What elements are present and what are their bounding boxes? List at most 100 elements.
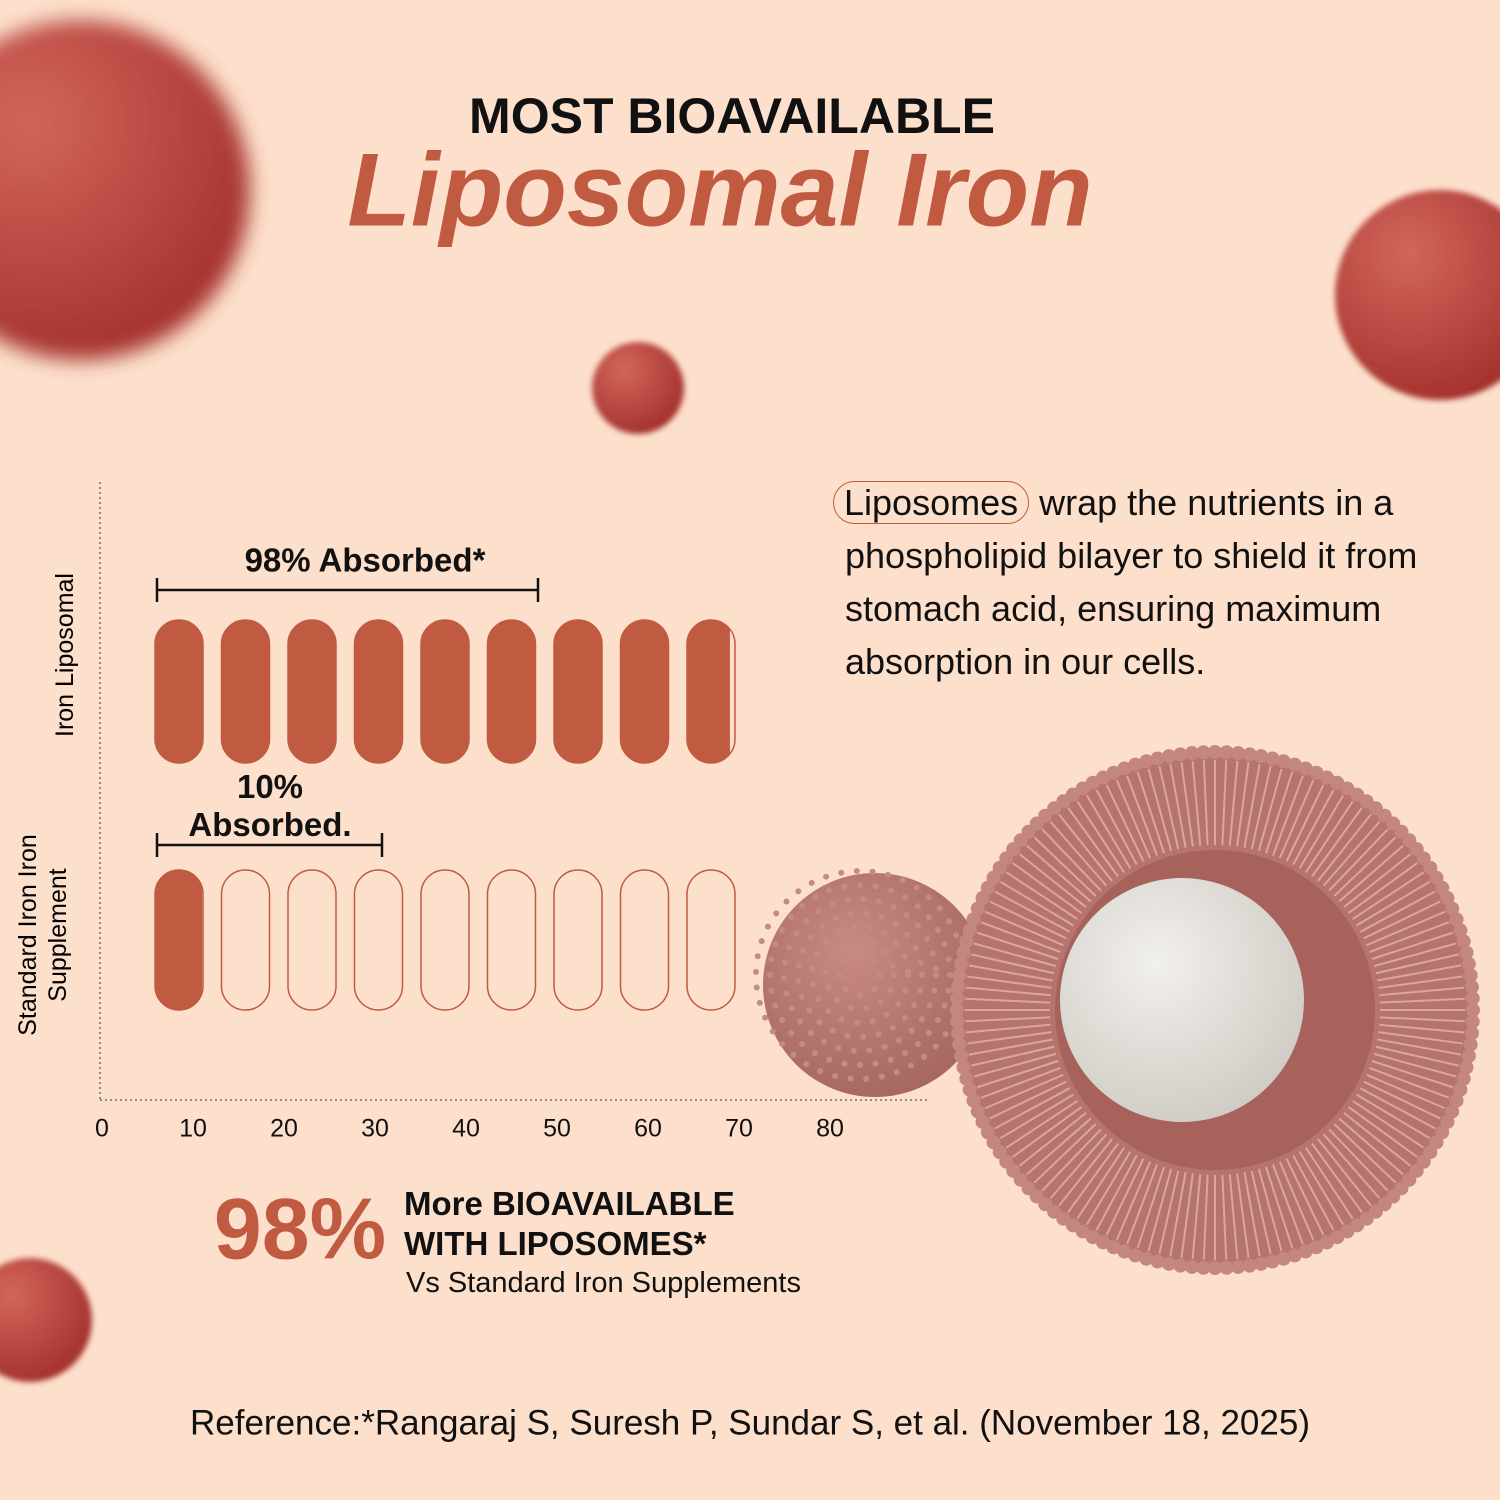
lipid (1317, 1138, 1372, 1207)
lipid-head (1330, 1230, 1345, 1245)
description: Liposomes wrap the nutrients in a phosph… (833, 476, 1465, 688)
bead (799, 1040, 806, 1047)
lipid (973, 942, 1057, 968)
lipid-head (1453, 1082, 1468, 1097)
pill-fill (288, 870, 336, 1010)
lipid (1180, 762, 1194, 847)
bead (945, 956, 952, 963)
chart: 0 10 20 30 40 50 60 70 80 98% Absorbed* (95, 542, 844, 1143)
lipid-head (1298, 1244, 1313, 1259)
stat-figure: 98% (214, 1182, 386, 1278)
x-tick-label: 80 (816, 1115, 844, 1143)
bead (904, 931, 911, 938)
bead (853, 938, 860, 945)
lipid-head (1461, 956, 1476, 971)
bead (782, 959, 789, 966)
lipid-head (1242, 1258, 1257, 1273)
bead (850, 1047, 857, 1054)
bead (895, 1037, 902, 1044)
bead (762, 1014, 769, 1021)
bead (866, 1047, 873, 1054)
lipid-head (1231, 746, 1246, 761)
lipid-head (1464, 979, 1479, 994)
bead (936, 905, 943, 912)
lipid-head (950, 991, 965, 1006)
lipid (994, 890, 1071, 933)
bead (832, 1072, 839, 1079)
bead (769, 1028, 776, 1035)
bead (893, 1069, 900, 1076)
pill-outline (220, 619, 271, 764)
lipid-head (1459, 1060, 1474, 1075)
bead (942, 1031, 949, 1038)
lipid (1369, 1067, 1450, 1099)
lipid-head (962, 1082, 977, 1097)
pill-outline (353, 619, 404, 764)
decoration (0, 20, 1500, 1382)
bead (837, 972, 843, 978)
lipid (1236, 1173, 1250, 1258)
lipid (1328, 828, 1389, 892)
bead (878, 1073, 885, 1080)
lipid-head (1461, 1049, 1476, 1064)
lipid-head (1466, 1003, 1480, 1017)
lipid-head (959, 934, 974, 949)
lipid-head (1196, 1260, 1211, 1275)
bead (934, 927, 941, 933)
bead (947, 972, 953, 978)
lipid (1126, 1164, 1158, 1245)
bead (847, 1004, 854, 1011)
lipid-head (954, 1049, 969, 1064)
lipid-head (1173, 747, 1188, 762)
bead (887, 1056, 894, 1063)
bead (758, 938, 765, 945)
lipid (965, 997, 1051, 1004)
lipid-head (951, 979, 966, 994)
lipid (1105, 1158, 1145, 1236)
bead (853, 868, 860, 875)
bead (847, 910, 854, 917)
lipid (1285, 1158, 1325, 1236)
lipid (1115, 1161, 1152, 1241)
lipid (994, 1087, 1071, 1130)
bead (869, 868, 876, 875)
bead (890, 903, 897, 910)
bar (155, 870, 336, 1010)
lipid (1169, 763, 1187, 848)
bead (781, 975, 788, 982)
bead (793, 930, 800, 937)
lipid (1095, 1154, 1138, 1231)
lipid-head (1319, 770, 1334, 785)
bead (797, 1018, 804, 1025)
bead (912, 944, 919, 951)
lipid-head (975, 1114, 990, 1129)
lipid (1371, 1060, 1454, 1089)
bead (815, 996, 822, 1002)
bead (768, 956, 775, 963)
bead (823, 968, 830, 975)
bead (826, 1056, 833, 1063)
x-tick-label: 10 (179, 1115, 207, 1143)
bead (795, 962, 802, 969)
lipid-head (1440, 891, 1455, 906)
bead (809, 981, 816, 988)
lipid-head (1440, 1114, 1455, 1129)
bead (783, 990, 790, 997)
lipid-head (966, 1093, 981, 1108)
bead (832, 915, 839, 922)
lipid-head (1287, 757, 1302, 772)
category-label: Iron Liposomal (51, 573, 79, 737)
x-tick-label: 40 (452, 1115, 480, 1143)
lipid-head (1106, 765, 1121, 780)
lipid-head (1456, 1071, 1471, 1086)
lipid (1311, 807, 1363, 878)
lipid (1085, 1151, 1132, 1226)
bead (853, 1019, 860, 1026)
bead (860, 1033, 867, 1040)
bead (941, 941, 948, 948)
bead (877, 972, 883, 978)
bead (823, 938, 830, 945)
lipid (989, 900, 1067, 940)
lipid (1033, 1123, 1097, 1184)
